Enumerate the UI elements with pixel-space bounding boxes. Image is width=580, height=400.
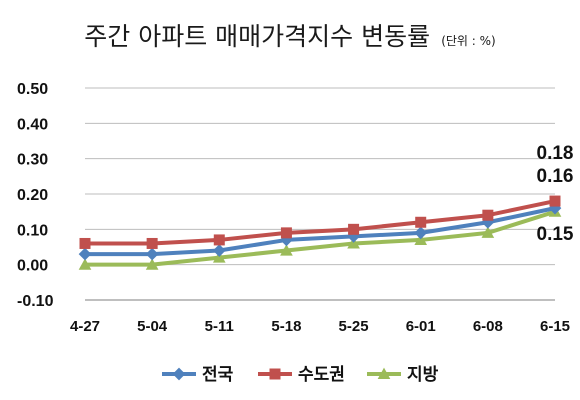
data-label: 0.15 xyxy=(537,224,574,245)
y-axis-ticks: 0.50 0.40 0.30 0.20 0.10 0.00 -0.10 xyxy=(17,81,54,310)
data-point xyxy=(481,226,495,238)
data-label: 0.18 xyxy=(537,143,574,164)
y-tick-label: 0.50 xyxy=(17,81,48,98)
x-tick-label: 4-27 xyxy=(70,318,100,335)
data-point xyxy=(78,258,92,270)
data-labels: 0.180.16 0.15 xyxy=(537,143,574,245)
data-point xyxy=(212,244,226,257)
data-point xyxy=(145,247,159,261)
series-지방 xyxy=(78,205,562,270)
legend-marker xyxy=(377,367,391,380)
data-point xyxy=(280,227,292,239)
data-point xyxy=(482,209,494,221)
data-point xyxy=(414,226,428,240)
data-label: 0.16 xyxy=(537,166,574,187)
x-tick-label: 6-08 xyxy=(473,318,503,335)
x-tick-label: 5-11 xyxy=(205,318,234,335)
y-tick-label: -0.10 xyxy=(17,293,54,310)
y-tick-label: 0.40 xyxy=(17,116,48,133)
x-axis-ticks: 4-27 5-04 5-11 5-18 5-25 6-01 6-08 6-15 xyxy=(70,318,570,335)
data-point xyxy=(212,251,226,263)
chart-title-unit: (단위 : %) xyxy=(441,34,496,48)
legend-marker xyxy=(172,367,186,381)
x-tick-label: 6-01 xyxy=(406,318,436,335)
x-tick-label: 5-04 xyxy=(137,318,168,335)
series-line xyxy=(85,209,556,267)
legend-label: 수도권 xyxy=(298,365,345,385)
y-tick-label: 0.00 xyxy=(17,258,48,275)
x-tick-label: 6-15 xyxy=(540,318,570,335)
series-수도권 xyxy=(79,195,561,249)
y-tick-label: 0.10 xyxy=(17,222,48,239)
data-point xyxy=(414,233,428,245)
series-line xyxy=(85,199,556,246)
data-point xyxy=(348,223,360,235)
legend-item: 지방 xyxy=(367,365,439,385)
series-layer xyxy=(78,195,562,270)
chart-title: 주간 아파트 매매가격지수 변동률 (단위 : %) xyxy=(84,22,495,51)
legend-marker xyxy=(269,368,281,380)
data-point xyxy=(347,237,360,249)
data-point xyxy=(280,244,293,256)
chart-title-main: 주간 아파트 매매가격지수 변동률 xyxy=(84,22,430,51)
legend-item: 수도권 xyxy=(258,365,345,385)
x-tick-label: 5-18 xyxy=(271,318,301,335)
legend: 전국 수도권 지방 xyxy=(162,365,439,385)
series-line xyxy=(85,206,556,257)
data-point xyxy=(213,234,225,246)
data-point xyxy=(78,247,92,261)
data-point xyxy=(549,195,561,207)
data-point xyxy=(79,237,91,249)
data-point xyxy=(145,258,159,270)
x-tick-label: 5-25 xyxy=(339,318,369,335)
data-point xyxy=(415,216,427,228)
legend-label: 전국 xyxy=(202,365,234,385)
y-tick-label: 0.20 xyxy=(17,187,48,204)
y-tick-label: 0.30 xyxy=(17,152,48,169)
legend-item: 전국 xyxy=(162,365,234,385)
data-point xyxy=(146,237,158,249)
legend-label: 지방 xyxy=(407,365,439,385)
